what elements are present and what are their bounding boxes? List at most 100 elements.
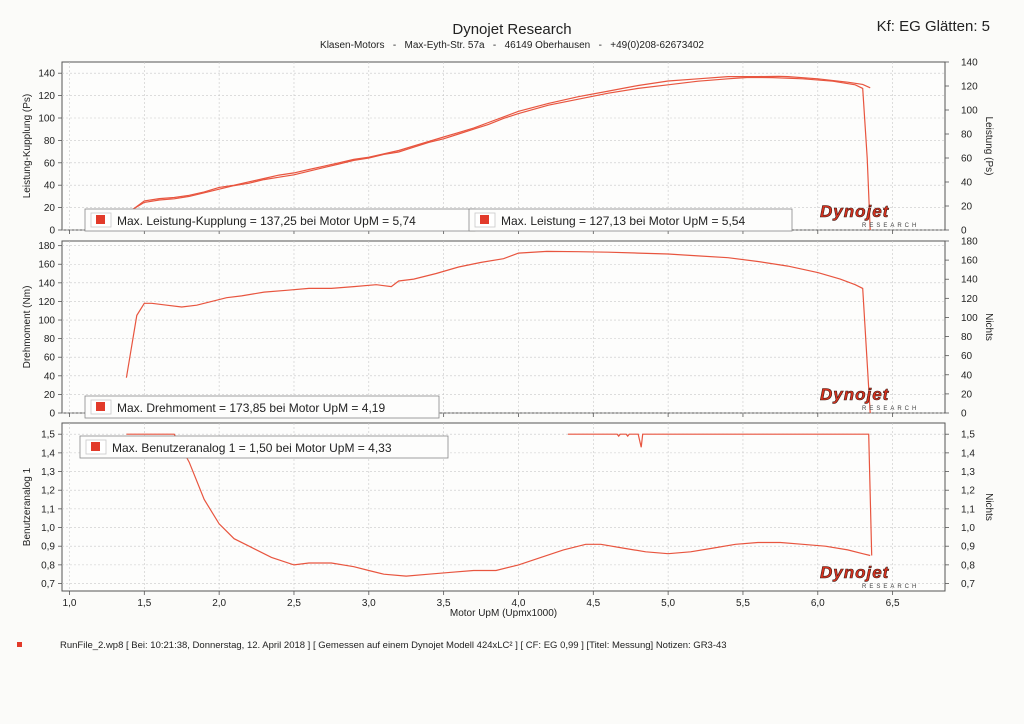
x-tick-label: 5,0 (661, 598, 675, 609)
footer-marker (17, 642, 22, 647)
report-title: Dynojet Research (452, 21, 572, 38)
series-line (116, 75, 871, 231)
y-tick-label-right: 100 (961, 106, 978, 117)
legend-marker (480, 215, 489, 224)
y-tick-label-right: 1,3 (961, 467, 975, 478)
y-tick-label-left: 140 (38, 278, 55, 289)
y-tick-label-right: 120 (961, 82, 978, 93)
shop-address: Klasen-Motors - Max-Eyth-Str. 57a - 4614… (0, 40, 1024, 51)
y-tick-label-right: 20 (961, 389, 973, 400)
legend-box (84, 395, 440, 419)
y-tick-label-right: 0,9 (961, 542, 975, 553)
y-axis-title-right: Leistung (Ps) (983, 117, 994, 176)
y-tick-label-left: 100 (38, 114, 55, 125)
y-axis-title-left: Drehmoment (Nm) (22, 286, 33, 369)
y-tick-label-left: 40 (44, 371, 56, 382)
y-tick-label-right: 40 (961, 370, 973, 381)
y-tick-label-left: 0 (49, 409, 55, 420)
y-tick-label-left: 80 (44, 334, 56, 345)
address-separator: - (392, 40, 397, 51)
y-tick-label-left: 0,9 (41, 542, 55, 553)
y-tick-label-right: 1,0 (961, 523, 975, 534)
y-tick-label-left: 1,1 (41, 504, 55, 515)
x-tick-label: 6,5 (886, 598, 900, 609)
dynojet-logo: Dynojet (820, 202, 890, 221)
x-tick-label: 3,0 (362, 598, 376, 609)
plot-frame (61, 61, 946, 231)
dynojet-logo-sub: RESEARCH (862, 223, 919, 229)
legend-marker (96, 402, 105, 411)
x-tick-label: 2,5 (287, 598, 301, 609)
series-line (116, 76, 871, 231)
y-tick-label-right: 0 (961, 409, 967, 420)
y-tick-label-right: 140 (961, 275, 978, 286)
y-tick-label-right: 1,5 (961, 430, 975, 441)
y-tick-label-right: 0,7 (961, 579, 975, 590)
legend-marker (91, 442, 100, 451)
plot-frame (61, 240, 946, 414)
y-tick-label-left: 0,8 (41, 560, 55, 571)
y-tick-label-left: 1,0 (41, 523, 55, 534)
y-tick-label-left: 1,3 (41, 467, 55, 478)
y-tick-label-left: 0,7 (41, 579, 55, 590)
y-axis-title-right: Nichts (983, 493, 994, 521)
y-tick-label-right: 40 (961, 178, 973, 189)
series-line (126, 433, 871, 577)
y-tick-label-right: 60 (961, 154, 973, 165)
dynojet-logo-sub: RESEARCH (862, 584, 919, 590)
y-tick-label-left: 120 (38, 91, 55, 102)
y-tick-label-right: 140 (961, 58, 978, 69)
y-tick-label-right: 1,2 (961, 486, 975, 497)
y-tick-label-left: 60 (44, 353, 56, 364)
y-tick-label-right: 80 (961, 332, 973, 343)
y-tick-label-left: 1,2 (41, 486, 55, 497)
city: 46149 Oberhausen (504, 40, 591, 51)
y-tick-label-right: 100 (961, 313, 978, 324)
y-tick-label-right: 180 (961, 237, 978, 248)
y-tick-label-left: 100 (38, 316, 55, 327)
legend-label: Max. Benutzeranalog 1 = 1,50 bei Motor U… (112, 441, 392, 455)
run-file-info: RunFile_2.wp8 [ Bei: 10:21:38, Donnersta… (60, 640, 727, 651)
y-tick-label-left: 140 (38, 69, 55, 80)
y-tick-label-left: 1,4 (41, 448, 55, 459)
legend-label: Max. Drehmoment = 173,85 bei Motor UpM =… (117, 401, 385, 415)
address-separator: - (492, 40, 497, 51)
y-tick-label-left: 120 (38, 297, 55, 308)
series-line (567, 433, 873, 556)
y-tick-label-left: 160 (38, 260, 55, 271)
y-tick-label-left: 180 (38, 241, 55, 252)
legend-label: Max. Leistung-Kupplung = 137,25 bei Moto… (117, 214, 416, 228)
x-axis-title: Motor UpM (Upmx1000) (450, 608, 557, 619)
legend-marker (96, 215, 105, 224)
y-tick-label-right: 60 (961, 351, 973, 362)
x-tick-label: 6,0 (811, 598, 825, 609)
smoothing-factor: Kf: EG Glätten: 5 (876, 18, 990, 35)
company-name: Klasen-Motors (320, 40, 385, 51)
x-tick-label: 3,5 (437, 598, 451, 609)
y-tick-label-right: 160 (961, 256, 978, 267)
y-tick-label-right: 120 (961, 294, 978, 305)
y-tick-label-left: 60 (44, 158, 56, 169)
dynojet-logo-sub: RESEARCH (862, 406, 919, 412)
y-axis-title-right: Nichts (983, 313, 994, 341)
series-line (125, 250, 871, 414)
x-tick-label: 2,0 (212, 598, 226, 609)
y-axis-title-left: Leistung-Kupplung (Ps) (22, 94, 33, 199)
x-tick-label: 4,5 (586, 598, 600, 609)
y-tick-label-left: 0 (49, 226, 55, 237)
dynojet-logo: Dynojet (820, 385, 890, 404)
street: Max-Eyth-Str. 57a (404, 40, 485, 51)
x-tick-label: 5,5 (736, 598, 750, 609)
legend-box (468, 208, 793, 232)
y-tick-label-right: 80 (961, 130, 973, 141)
y-tick-label-left: 20 (44, 203, 56, 214)
y-tick-label-right: 1,1 (961, 504, 975, 515)
y-tick-label-left: 20 (44, 390, 56, 401)
y-tick-label-right: 1,4 (961, 448, 975, 459)
dynojet-logo: Dynojet (820, 563, 890, 582)
y-tick-label-right: 0 (961, 226, 967, 237)
y-tick-label-right: 0,8 (961, 560, 975, 571)
y-tick-label-left: 40 (44, 181, 56, 192)
phone: +49(0)208-62673402 (610, 40, 704, 51)
